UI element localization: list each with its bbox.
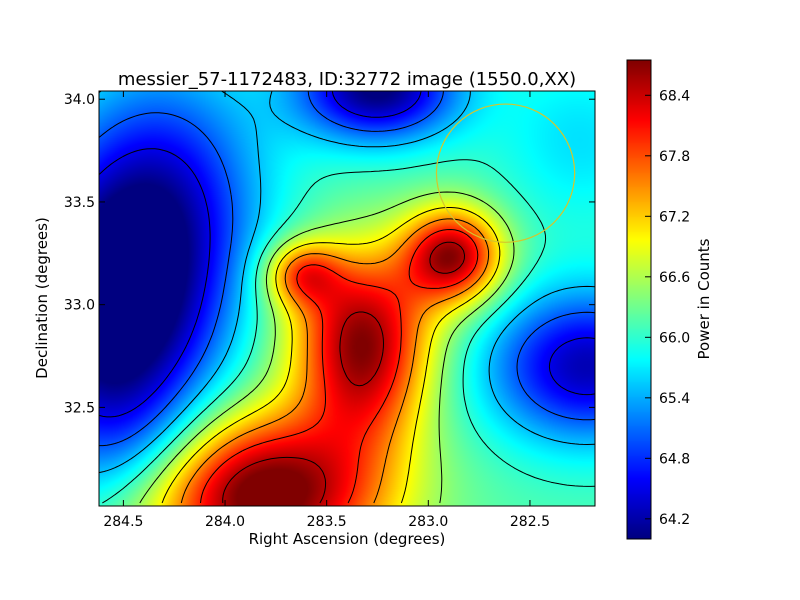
contour-level-6 (180, 218, 490, 504)
y-tick-label: 34.0 (64, 92, 95, 108)
x-axis: 284.5 284.0 283.5 283.0 282.5 (103, 91, 550, 530)
contour-level-5 (161, 207, 501, 504)
colorbar-tick-label: 66.0 (659, 330, 690, 346)
colorbar-tick-label: 64.2 (659, 512, 690, 528)
x-axis-label: Right Ascension (degrees) (249, 530, 446, 548)
chart-title: messier_57-1172483, ID:32772 image (1550… (118, 69, 576, 90)
y-tick-label: 32.5 (64, 400, 95, 416)
colorbar-tick-label: 67.2 (659, 209, 690, 225)
beam-circle (435, 103, 576, 243)
colorbar-tick-label: 64.8 (659, 451, 690, 467)
x-tick-label: 284.0 (205, 514, 245, 530)
y-tick-label: 33.0 (64, 298, 95, 314)
contour-level-8 (222, 241, 465, 504)
colorbar-gradient (627, 60, 651, 539)
x-tick-label: 284.5 (103, 514, 143, 530)
y-axis: 32.5 33.0 33.5 34.0 (64, 92, 595, 416)
contour-level-2 (98, 90, 596, 474)
plot-area (98, 90, 596, 507)
plot-frame (98, 90, 596, 507)
x-tick-label: 282.5 (510, 514, 550, 530)
y-axis-label: Declination (degrees) (33, 217, 51, 379)
y-tick-label: 33.5 (64, 195, 95, 211)
contour-level-1 (98, 90, 596, 447)
colorbar-tick-label: 65.4 (659, 391, 690, 407)
contour-level-7 (200, 229, 479, 504)
colorbar-ticks: 64.2 64.8 65.4 66.0 66.6 67.2 67.8 68.4 (645, 88, 690, 528)
contour-level-4 (139, 191, 515, 504)
heatmap-image (99, 91, 595, 506)
colorbar-frame (626, 59, 652, 540)
colorbar-tick-label: 67.8 (659, 149, 690, 165)
colorbar-tick-label: 68.4 (659, 88, 690, 104)
contour-lines (98, 90, 596, 504)
colorbar: 64.2 64.8 65.4 66.0 66.6 67.2 67.8 68.4 Power i… (626, 59, 713, 540)
x-tick-label: 283.5 (307, 514, 347, 530)
x-tick-label: 283.0 (408, 514, 448, 530)
contour-level-0 (98, 90, 596, 418)
beam-circle-group (435, 103, 576, 243)
colorbar-tick-label: 66.6 (659, 270, 690, 286)
colorbar-label: Power in Counts (695, 238, 713, 359)
